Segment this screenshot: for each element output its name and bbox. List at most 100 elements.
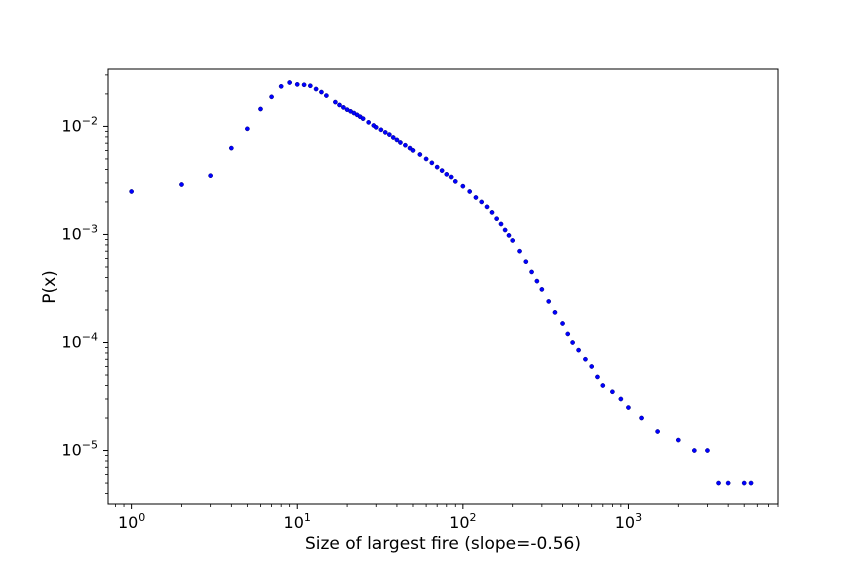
data-point <box>378 127 384 133</box>
data-point <box>484 204 490 210</box>
data-point <box>498 221 504 227</box>
y-tick-label-exponent: −5 <box>82 439 98 452</box>
data-point <box>534 278 540 284</box>
data-point <box>429 160 435 166</box>
data-point <box>373 125 379 130</box>
y-tick-label: 10−3 <box>61 222 98 243</box>
x-tick-label: 101 <box>284 511 311 532</box>
data-point <box>494 216 499 222</box>
data-point <box>258 106 263 112</box>
y-tick-label-base: 10 <box>61 116 81 135</box>
data-point <box>741 480 747 486</box>
y-tick-label: 10−4 <box>61 330 98 351</box>
data-point <box>390 135 396 140</box>
data-point <box>725 480 731 486</box>
y-tick-label: 10−5 <box>61 439 98 460</box>
data-point <box>546 299 552 304</box>
data-point <box>467 189 473 194</box>
x-tick-label-base: 10 <box>118 513 138 532</box>
data-point <box>403 142 408 148</box>
data-point <box>748 480 754 486</box>
data-point <box>675 437 681 443</box>
data-point <box>417 152 423 157</box>
x-tick-label-base: 10 <box>284 513 304 532</box>
data-point <box>529 269 534 275</box>
data-point <box>337 102 342 108</box>
data-point <box>228 145 234 151</box>
y-tick-label: 10−2 <box>61 114 98 135</box>
x-tick-label: 100 <box>118 511 145 532</box>
data-point <box>589 364 595 369</box>
data-point <box>129 189 134 194</box>
x-tick-label-exponent: 2 <box>470 511 477 524</box>
data-point <box>423 156 429 162</box>
data-point <box>333 99 338 105</box>
data-point <box>382 130 388 135</box>
data-point <box>341 105 346 110</box>
data-point <box>539 287 545 292</box>
data-point <box>387 132 392 137</box>
y-tick-label-base: 10 <box>61 441 81 460</box>
data-point <box>716 480 721 486</box>
data-point <box>319 89 324 95</box>
y-tick-label-exponent: −3 <box>82 222 98 235</box>
data-point <box>366 120 372 125</box>
data-point <box>278 83 284 89</box>
data-point <box>691 448 697 453</box>
data-points <box>129 80 754 486</box>
data-point <box>460 183 466 189</box>
data-point <box>595 374 600 380</box>
data-point <box>287 80 293 85</box>
data-point <box>517 248 522 254</box>
x-tick-label-exponent: 1 <box>304 511 311 524</box>
data-point <box>208 173 213 179</box>
x-tick-label-exponent: 3 <box>635 511 642 524</box>
data-point <box>639 415 644 421</box>
data-point <box>394 137 400 143</box>
y-axis-ticks: 10−510−410−310−2 <box>61 74 108 494</box>
y-tick-label-base: 10 <box>61 332 81 351</box>
data-point <box>565 331 571 337</box>
data-point <box>552 310 558 315</box>
y-axis-label: P(x) <box>40 270 60 304</box>
data-point <box>313 86 319 92</box>
data-point <box>600 383 606 388</box>
y-tick-label-exponent: −4 <box>82 330 98 343</box>
data-point <box>570 340 575 345</box>
data-point <box>576 347 581 353</box>
data-point <box>655 429 660 434</box>
data-point <box>583 356 588 362</box>
x-axis-ticks: 100 101 102 103 <box>115 504 779 532</box>
data-point <box>179 182 184 187</box>
data-point <box>626 405 631 410</box>
data-point <box>398 140 403 145</box>
data-point <box>360 116 366 122</box>
data-point <box>618 396 624 402</box>
data-point <box>452 179 458 184</box>
data-point <box>294 82 300 87</box>
data-point <box>324 93 329 98</box>
data-point <box>560 321 565 326</box>
data-point <box>502 227 508 233</box>
data-point <box>444 172 450 177</box>
x-tick-label-base: 10 <box>615 513 635 532</box>
plot-frame <box>107 68 779 505</box>
data-point <box>610 389 615 395</box>
data-point <box>245 126 250 132</box>
x-tick-label: 103 <box>615 511 642 532</box>
data-point <box>705 448 710 453</box>
x-axis-label: Size of largest fire (slope=-0.56) <box>305 534 581 554</box>
data-point <box>473 195 479 200</box>
data-point <box>301 82 307 88</box>
data-point <box>489 210 495 215</box>
data-point <box>479 199 485 205</box>
data-point <box>506 233 512 238</box>
x-tick-label-exponent: 0 <box>138 511 145 524</box>
data-point <box>307 83 313 89</box>
x-tick-label-base: 10 <box>449 513 469 532</box>
x-tick-label: 102 <box>449 511 476 532</box>
data-point <box>523 259 529 265</box>
data-point <box>448 174 454 180</box>
